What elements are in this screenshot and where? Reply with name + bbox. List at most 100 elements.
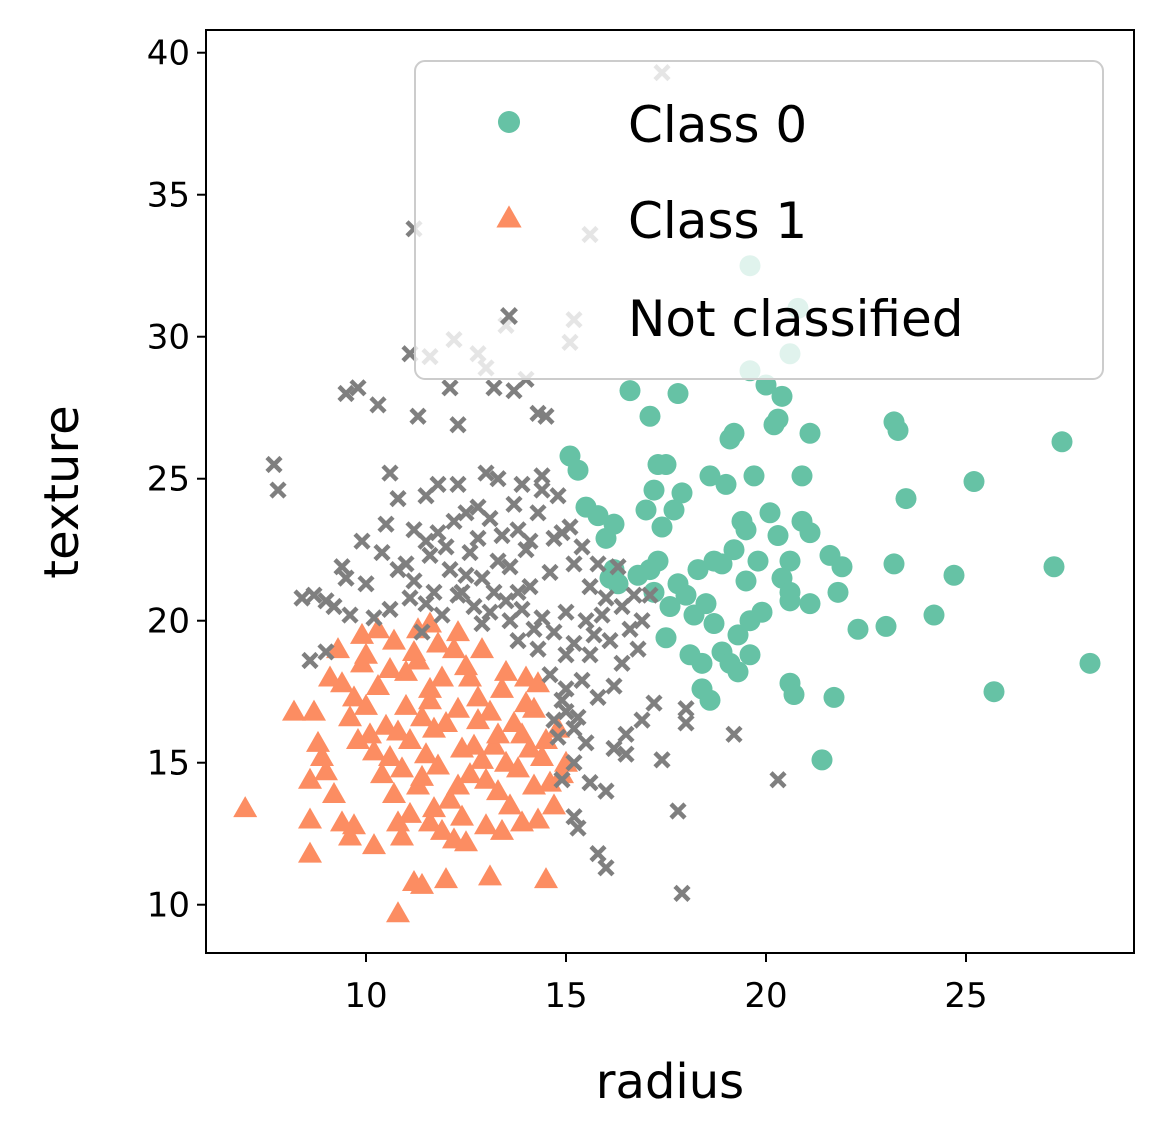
data-point [561,518,579,536]
data-point [725,725,743,743]
data-point [518,736,542,758]
data-point [589,688,607,706]
data-point [541,563,559,582]
data-point [418,810,442,832]
data-point [653,751,671,769]
data-point [601,632,619,650]
data-point [715,473,737,495]
data-point [553,691,571,709]
data-point [545,623,563,641]
data-point [446,696,470,718]
data-point [533,481,551,499]
data-point [573,671,591,689]
data-point [513,600,531,618]
data-point [469,529,487,547]
data-point [413,623,431,641]
data-point [449,416,467,434]
data-point [362,833,386,855]
data-point [847,618,869,640]
data-point [506,756,530,778]
data-point [811,749,833,771]
data-point [457,504,475,522]
data-point [779,590,801,612]
data-point [401,589,419,607]
data-point [474,813,498,835]
data-point [265,455,283,474]
data-point [687,559,709,581]
data-point [489,470,507,488]
data-point [446,620,470,642]
data-point [322,781,346,803]
x-tick-label: 20 [744,976,787,1016]
data-point [493,526,511,545]
data-point [293,589,311,607]
legend-label: Class 0 [628,96,807,154]
data-point [617,745,635,763]
data-point [509,583,527,601]
data-point [485,583,503,601]
data-point [433,606,451,624]
data-point [397,555,415,573]
data-point [490,818,514,840]
data-point [663,499,685,521]
data-point [489,552,507,570]
data-point [333,558,351,576]
data-point [609,558,627,576]
data-point [298,841,322,863]
data-point [422,716,446,738]
data-point [337,569,355,587]
data-point [655,627,677,649]
data-point [446,773,470,795]
data-point [550,762,574,784]
data-point [473,569,491,587]
data-point [633,711,651,729]
data-point [405,521,423,539]
y-tick-label: 35 [147,176,190,216]
data-point [445,512,463,530]
data-point [1051,431,1073,453]
data-point [429,524,447,542]
data-point [357,575,375,593]
data-point [565,720,583,738]
data-point [769,771,787,789]
data-point [389,490,407,508]
data-point [587,505,609,527]
data-point [581,646,599,664]
data-point [659,596,681,618]
data-point [341,606,359,624]
data-point [494,659,518,681]
data-point [410,705,434,727]
data-point [517,541,535,559]
data-point [370,762,394,784]
legend-box [414,60,1104,380]
data-point [365,609,383,627]
data-point [671,482,693,504]
data-point [478,864,502,886]
data-point [466,708,490,730]
x-tick-label: 15 [544,976,587,1016]
data-point [474,767,498,789]
data-point [449,475,467,493]
data-point [557,603,575,621]
data-point [417,595,435,613]
data-point [477,464,495,482]
data-point [282,699,306,721]
data-point [883,553,905,575]
data-point [526,807,550,829]
data-point [613,597,631,616]
data-point [422,796,446,818]
data-point [537,407,555,425]
data-point [581,578,599,596]
data-point [529,640,547,658]
data-point [302,699,326,721]
data-point [667,383,689,405]
data-point [526,671,550,693]
data-point [533,609,551,627]
data-point [943,564,965,586]
data-point [569,708,587,726]
data-point [549,487,567,505]
y-tick-label: 20 [147,602,190,642]
data-point [549,728,567,746]
data-point [509,632,527,650]
data-point [567,459,589,481]
